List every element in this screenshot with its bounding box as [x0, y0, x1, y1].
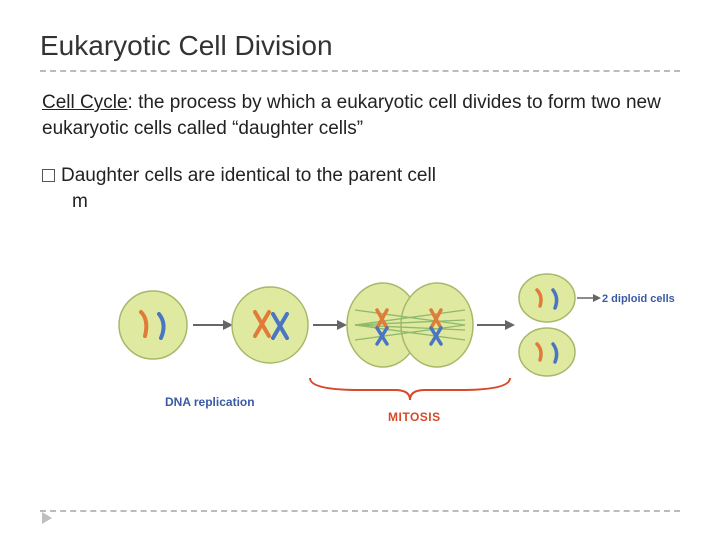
bullet-text-line1: Daughter cells are identical to the pare…	[61, 165, 436, 186]
cell-stage-3-dividing	[347, 283, 473, 367]
bullet-marker-icon	[42, 169, 55, 182]
definition-rest: : the process by which a eukaryotic cell…	[42, 92, 661, 139]
arrow-result-icon	[577, 294, 601, 302]
arrow-2-icon	[313, 320, 347, 330]
daughter-cell-bottom	[519, 328, 575, 376]
arrow-1-icon	[193, 320, 233, 330]
mitosis-diagram	[115, 270, 635, 460]
daughter-cell-top	[519, 274, 575, 322]
dna-replication-label: DNA replication	[165, 395, 255, 409]
arrow-3-icon	[477, 320, 515, 330]
cell-stage-1	[119, 291, 187, 359]
cell-stage-2	[232, 287, 308, 363]
slide-title: Eukaryotic Cell Division	[40, 30, 680, 72]
footer-divider	[40, 510, 680, 512]
result-label: 2 diploid cells	[602, 293, 675, 305]
bullet-text-line2: m	[42, 189, 680, 215]
mitosis-label: MITOSIS	[388, 410, 441, 424]
bullet-daughter-cells: Daughter cells are identical to the pare…	[40, 163, 680, 214]
definition-term: Cell Cycle	[42, 92, 128, 113]
footer-arrow-icon	[42, 512, 56, 526]
definition-paragraph: Cell Cycle: the process by which a eukar…	[40, 90, 680, 141]
mitosis-brace	[310, 378, 510, 400]
